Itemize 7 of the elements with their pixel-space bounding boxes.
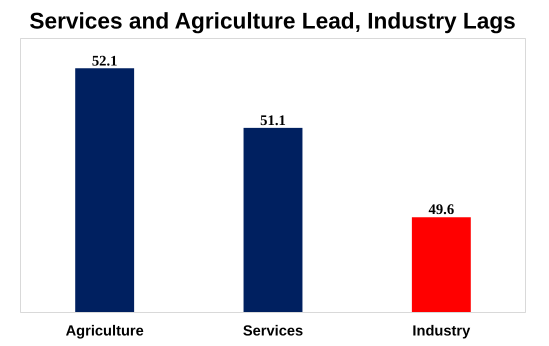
data-label: 51.1 <box>260 112 286 129</box>
data-label: 52.1 <box>92 53 118 70</box>
data-label: 49.6 <box>428 202 454 218</box>
x-tick-label: Industry <box>412 324 472 340</box>
x-tick-label: Services <box>242 324 304 340</box>
chart-title: Services and Agriculture Lead, Industry Lags <box>29 8 516 34</box>
x-tick-label: Agriculture <box>66 324 144 340</box>
